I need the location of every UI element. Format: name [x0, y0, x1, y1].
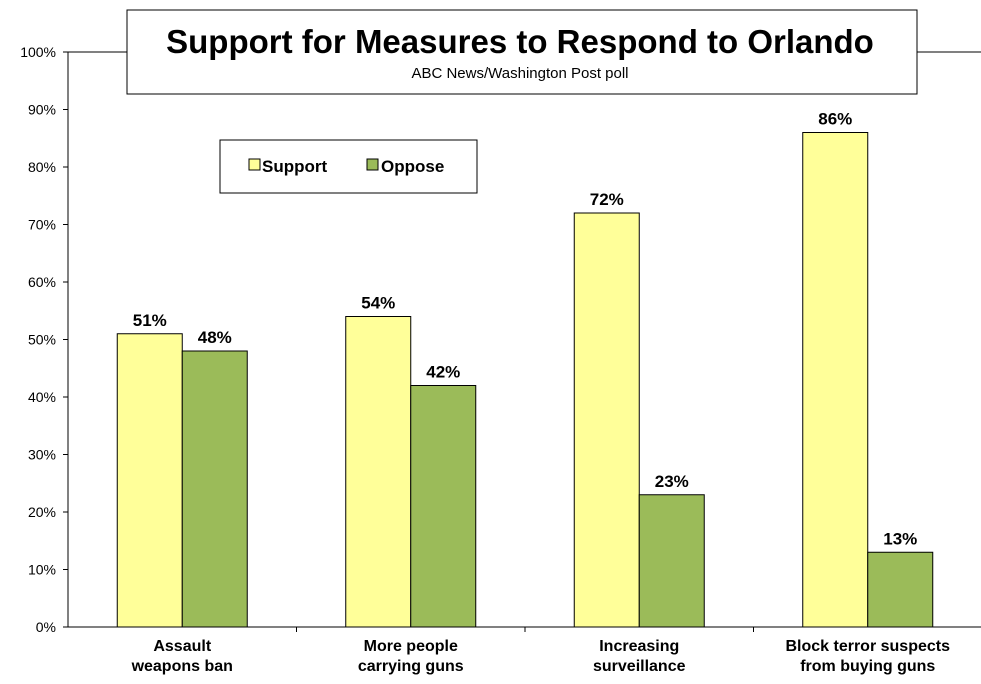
y-tick-label: 40%: [28, 389, 56, 405]
legend-swatch-support: [248, 158, 261, 171]
bar-support: [573, 212, 640, 628]
y-tick-label: 60%: [28, 274, 56, 290]
chart-title: Support for Measures to Respond to Orlan…: [166, 23, 874, 60]
x-category-label: carrying guns: [358, 658, 464, 675]
data-label-support: 51%: [133, 311, 167, 330]
chart-bars: [116, 132, 934, 628]
data-label-oppose: 42%: [426, 363, 460, 382]
bar-support: [802, 132, 869, 628]
bar-oppose: [181, 350, 248, 628]
title-frame: [126, 9, 918, 95]
y-tick-label: 100%: [20, 44, 56, 60]
bar-oppose: [410, 385, 477, 628]
data-label-oppose: 23%: [655, 472, 689, 491]
y-tick-label: 50%: [28, 332, 56, 348]
chart-data-labels: 51% 48% 54% 42% 72% 23% 86% 13%: [133, 110, 918, 549]
x-category-label: from buying guns: [800, 658, 935, 675]
bar-oppose: [867, 551, 934, 628]
bar-oppose: [638, 494, 705, 628]
data-label-oppose: 13%: [883, 529, 917, 548]
bar-support: [116, 333, 183, 628]
legend-frame: [219, 139, 478, 194]
chart-subtitle: ABC News/Washington Post poll: [411, 65, 628, 82]
y-tick-label: 90%: [28, 102, 56, 118]
y-tick-label: 20%: [28, 504, 56, 520]
data-label-oppose: 48%: [198, 328, 232, 347]
y-tick-label: 70%: [28, 217, 56, 233]
legend-label-support: Support: [262, 157, 327, 176]
y-tick-label: 80%: [28, 159, 56, 175]
x-category-label: Assault: [153, 638, 211, 655]
data-label-support: 86%: [818, 110, 852, 129]
x-category-label: More people: [364, 638, 458, 655]
data-label-support: 54%: [361, 294, 395, 313]
y-tick-label: 30%: [28, 447, 56, 463]
legend: Support Oppose: [219, 139, 478, 194]
x-category-label: Block terror suspects: [785, 638, 950, 655]
chart-axes: 0% 10% 20% 30% 40% 50% 60% 70% 80% 90% 100% Assault…: [20, 44, 981, 675]
data-label-support: 72%: [590, 190, 624, 209]
x-category-label: weapons ban: [131, 658, 233, 675]
y-tick-label: 10%: [28, 562, 56, 578]
x-category-label: Increasing: [599, 638, 679, 655]
bar-support: [345, 316, 412, 628]
title-box: Support for Measures to Respond to Orlan…: [126, 9, 918, 95]
legend-label-oppose: Oppose: [381, 157, 444, 176]
legend-swatch-oppose: [366, 158, 379, 171]
x-category-label: surveillance: [593, 658, 686, 675]
y-tick-label: 0%: [36, 619, 56, 635]
